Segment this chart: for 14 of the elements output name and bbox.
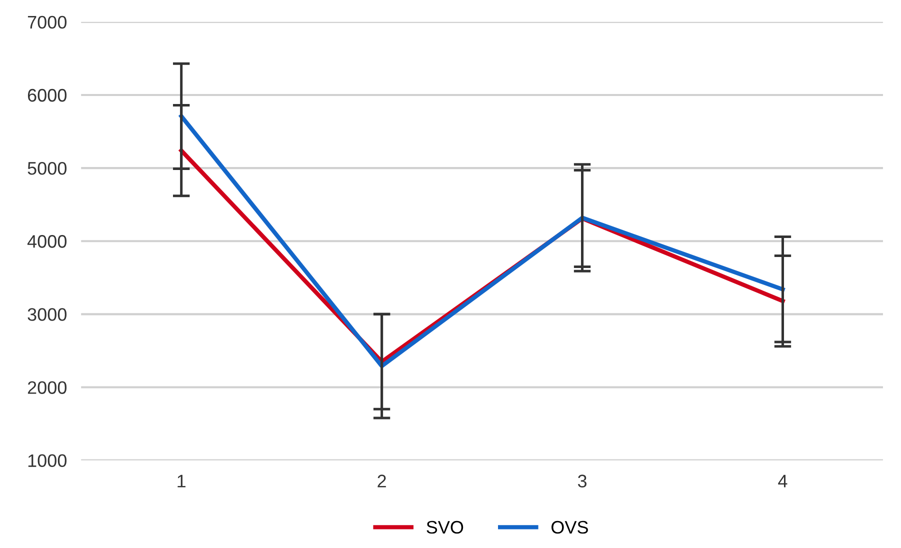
y-tick-label: 7000 — [28, 16, 66, 29]
x-tick-label: 4 — [778, 474, 788, 488]
legend-label: OVS — [552, 520, 588, 534]
legend-label: SVO — [426, 520, 464, 534]
x-tick-label: 1 — [178, 474, 186, 488]
y-tick-label: 1000 — [28, 454, 66, 468]
y-tick-label: 5000 — [28, 162, 66, 175]
y-tick-label: 3000 — [28, 308, 66, 321]
y-tick-label: 4000 — [27, 235, 66, 248]
x-tick-label: 2 — [378, 474, 386, 488]
y-tick-label: 6000 — [28, 88, 66, 102]
x-tick-label: 3 — [578, 474, 586, 488]
line-series — [179, 114, 785, 368]
y-tick-label: 2000 — [28, 381, 66, 394]
